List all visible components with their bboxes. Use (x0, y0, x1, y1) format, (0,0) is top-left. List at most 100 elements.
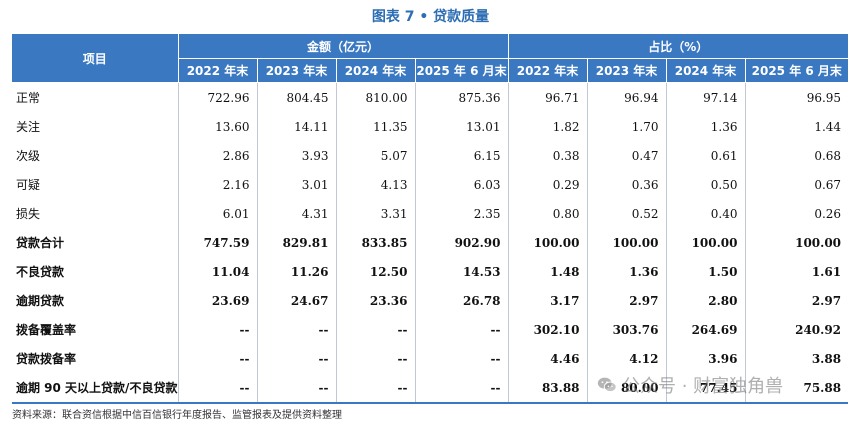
table-row: 贷款拨备率 -- -- -- -- 4.46 4.12 3.96 3.88 (12, 344, 849, 373)
amount-cell: -- (414, 344, 509, 373)
ratio-cell: 303.76 (586, 315, 667, 344)
ratio-cell: 0.40 (665, 199, 746, 228)
amount-cell: 6.03 (414, 170, 509, 199)
ratio-cell: 302.10 (507, 315, 588, 344)
amount-cell: 13.60 (177, 112, 257, 141)
ratio-cell: 4.12 (586, 344, 667, 373)
header-period-amount: 2022 年末 (178, 58, 258, 83)
ratio-cell: 4.46 (507, 344, 588, 373)
row-label: 次级 (16, 149, 41, 163)
amount-cell: 804.45 (256, 82, 336, 112)
amount-cell: 875.36 (414, 82, 509, 112)
header-period-amount: 2025 年 6 月末 (415, 58, 509, 83)
header-ratio-group: 占比（%） (508, 34, 849, 59)
ratio-cell: 83.88 (507, 373, 588, 404)
ratio-cell: 0.36 (586, 170, 667, 199)
ratio-cell: 0.68 (744, 141, 849, 170)
row-label: 正常 (16, 91, 41, 105)
table-row: 逾期贷款 23.69 24.67 23.36 26.78 3.17 2.97 2.80 2.97 (12, 286, 849, 315)
header-period-ratio: 2025 年 6 月末 (745, 58, 849, 83)
watermark: 公众号 · 财富独角兽 (596, 373, 783, 397)
watermark-text: 公众号 · 财富独角兽 (622, 376, 784, 397)
amount-cell: 23.36 (335, 286, 415, 315)
ratio-cell: 0.38 (507, 141, 588, 170)
ratio-cell: 0.26 (744, 199, 849, 228)
table-title: 图表 7 • 贷款质量 (371, 9, 490, 25)
amount-cell: 4.13 (335, 170, 415, 199)
table-row: 损失 6.01 4.31 3.31 2.35 0.80 0.52 0.40 0.26 (12, 199, 849, 228)
ratio-cell: 1.44 (744, 112, 849, 141)
ratio-cell: 1.50 (665, 257, 746, 286)
amount-cell: -- (177, 344, 257, 373)
ratio-cell: 96.95 (744, 82, 849, 112)
ratio-cell: 1.61 (744, 257, 849, 286)
amount-cell: 2.16 (177, 170, 257, 199)
ratio-cell: 96.94 (586, 82, 667, 112)
ratio-cell: 0.50 (665, 170, 746, 199)
ratio-cell: 75.88 (744, 373, 849, 404)
table-row: 次级 2.86 3.93 5.07 6.15 0.38 0.47 0.61 0.68 (12, 141, 849, 170)
table-row: 贷款合计 747.59 829.81 833.85 902.90 100.00 100.00… (12, 228, 849, 257)
ratio-cell: 100.00 (744, 228, 849, 257)
ratio-cell: 0.29 (507, 170, 588, 199)
amount-cell: 747.59 (177, 228, 257, 257)
amount-cell: 722.96 (177, 82, 257, 112)
source-note: 资料来源：联合资信根据中信百信银行年度报告、监管报表及提供资料整理 (12, 410, 342, 421)
table-row: 不良贷款 11.04 11.26 12.50 14.53 1.48 1.36 1.50 1.61 (12, 257, 849, 286)
ratio-cell: 264.69 (665, 315, 746, 344)
amount-cell: -- (414, 373, 509, 404)
amount-cell: 3.01 (256, 170, 336, 199)
amount-cell: 2.86 (177, 141, 257, 170)
row-label: 逾期贷款 (16, 294, 65, 308)
ratio-cell: 100.00 (665, 228, 746, 257)
ratio-cell: 100.00 (586, 228, 667, 257)
table-row: 逾期 90 天以上贷款/不良贷款 -- -- -- -- 83.88 80.00 77.45 7… (12, 373, 849, 404)
ratio-cell: 2.97 (586, 286, 667, 315)
amount-cell: -- (256, 315, 336, 344)
amount-cell: 6.15 (414, 141, 509, 170)
amount-cell: 11.35 (335, 112, 415, 141)
row-label: 贷款合计 (16, 236, 65, 250)
ratio-cell: 1.82 (507, 112, 588, 141)
amount-cell: 3.31 (335, 199, 415, 228)
ratio-cell: 96.71 (507, 82, 588, 112)
row-label: 逾期 90 天以上贷款/不良贷款 (12, 373, 178, 404)
ratio-cell: 2.97 (744, 286, 849, 315)
amount-cell: 3.93 (256, 141, 336, 170)
table-body: 正常 722.96 804.45 810.00 875.36 96.71 96.94 97.1… (12, 82, 849, 404)
amount-cell: 6.01 (177, 199, 257, 228)
amount-cell: 810.00 (335, 82, 415, 112)
amount-cell: 24.67 (256, 286, 336, 315)
header-amount-group: 金额（亿元） (178, 34, 509, 59)
amount-cell: 23.69 (177, 286, 257, 315)
amount-cell: 829.81 (256, 228, 336, 257)
ratio-cell: 2.80 (665, 286, 746, 315)
header-period-amount: 2024 年末 (336, 58, 416, 83)
row-label: 贷款拨备率 (16, 352, 77, 366)
ratio-cell: 80.00 (586, 373, 667, 404)
ratio-cell: 100.00 (507, 228, 588, 257)
ratio-cell: 1.48 (507, 257, 588, 286)
amount-cell: 11.04 (177, 257, 257, 286)
ratio-cell: 3.88 (744, 344, 849, 373)
amount-cell: 13.01 (414, 112, 509, 141)
header-item: 项目 (12, 34, 179, 83)
amount-cell: -- (177, 315, 257, 344)
ratio-cell: 1.70 (586, 112, 667, 141)
ratio-cell: 240.92 (744, 315, 849, 344)
amount-cell: -- (335, 344, 415, 373)
amount-cell: 12.50 (335, 257, 415, 286)
amount-cell: -- (177, 373, 257, 404)
amount-cell: -- (256, 373, 336, 404)
row-label: 可疑 (16, 178, 41, 192)
row-label: 不良贷款 (16, 265, 65, 279)
ratio-cell: 1.36 (586, 257, 667, 286)
amount-cell: 833.85 (335, 228, 415, 257)
row-label: 损失 (16, 207, 41, 221)
header-period-ratio: 2022 年末 (508, 58, 588, 83)
amount-cell: -- (256, 344, 336, 373)
table-row: 关注 13.60 14.11 11.35 13.01 1.82 1.70 1.36 1.44 (12, 112, 849, 141)
ratio-cell: 3.96 (665, 344, 746, 373)
amount-cell: 14.11 (256, 112, 336, 141)
amount-cell: -- (335, 315, 415, 344)
